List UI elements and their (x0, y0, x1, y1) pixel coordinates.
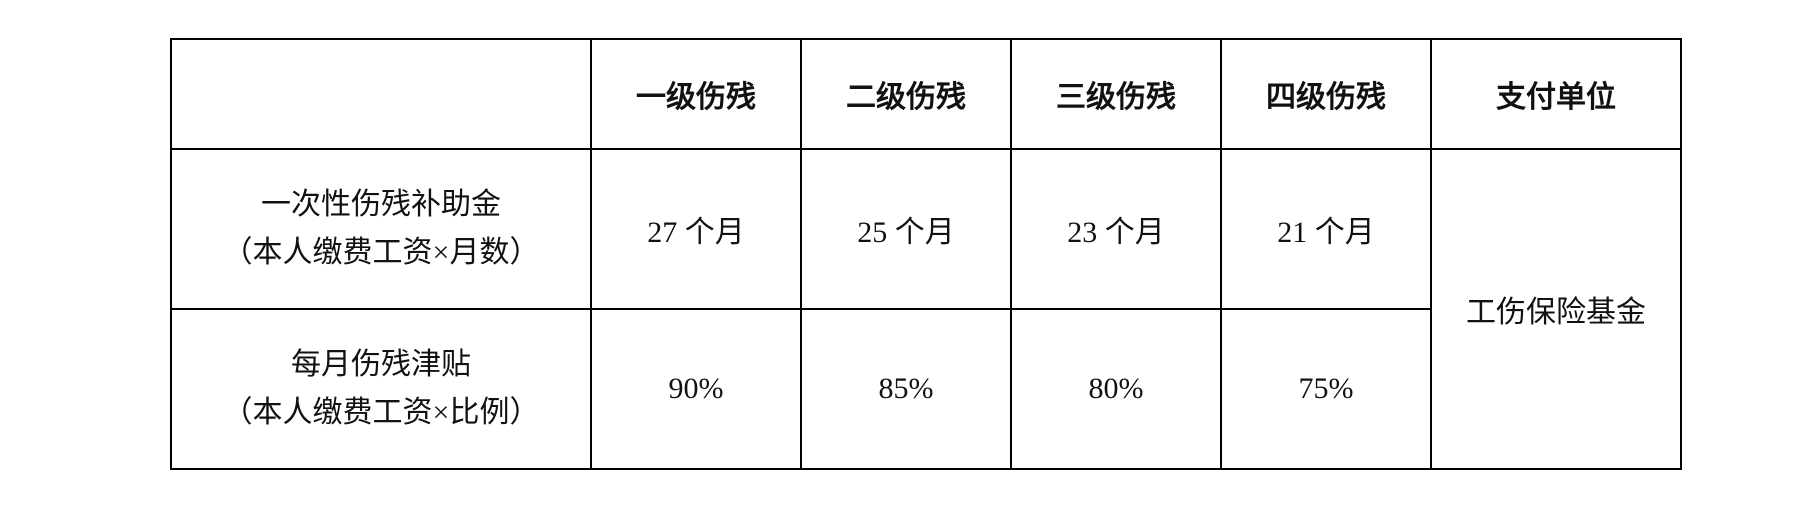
cell-value: 80% (1011, 309, 1221, 469)
row-label: 一次性伤残补助金 （本人缴费工资×月数） (171, 149, 591, 309)
cell-value: 25 个月 (801, 149, 1011, 309)
cell-value: 27 个月 (591, 149, 801, 309)
payer-cell: 工伤保险基金 (1431, 149, 1681, 469)
cell-value: 21 个月 (1221, 149, 1431, 309)
header-level-2: 二级伤残 (801, 39, 1011, 149)
header-blank (171, 39, 591, 149)
disability-compensation-table: 一级伤残 二级伤残 三级伤残 四级伤残 支付单位 一次性伤残补助金 （本人缴费工… (170, 38, 1682, 470)
header-level-1: 一级伤残 (591, 39, 801, 149)
cell-value: 75% (1221, 309, 1431, 469)
row-label: 每月伤残津贴 （本人缴费工资×比例） (171, 309, 591, 469)
row-label-line2: （本人缴费工资×月数） (172, 229, 590, 277)
header-level-4: 四级伤残 (1221, 39, 1431, 149)
row-label-line1: 每月伤残津贴 (172, 341, 590, 389)
cell-value: 23 个月 (1011, 149, 1221, 309)
row-label-line2: （本人缴费工资×比例） (172, 389, 590, 437)
table-header-row: 一级伤残 二级伤残 三级伤残 四级伤残 支付单位 (171, 39, 1681, 149)
row-label-line1: 一次性伤残补助金 (172, 181, 590, 229)
cell-value: 90% (591, 309, 801, 469)
header-payer: 支付单位 (1431, 39, 1681, 149)
header-level-3: 三级伤残 (1011, 39, 1221, 149)
table-row: 一次性伤残补助金 （本人缴费工资×月数） 27 个月 25 个月 23 个月 2… (171, 149, 1681, 309)
cell-value: 85% (801, 309, 1011, 469)
